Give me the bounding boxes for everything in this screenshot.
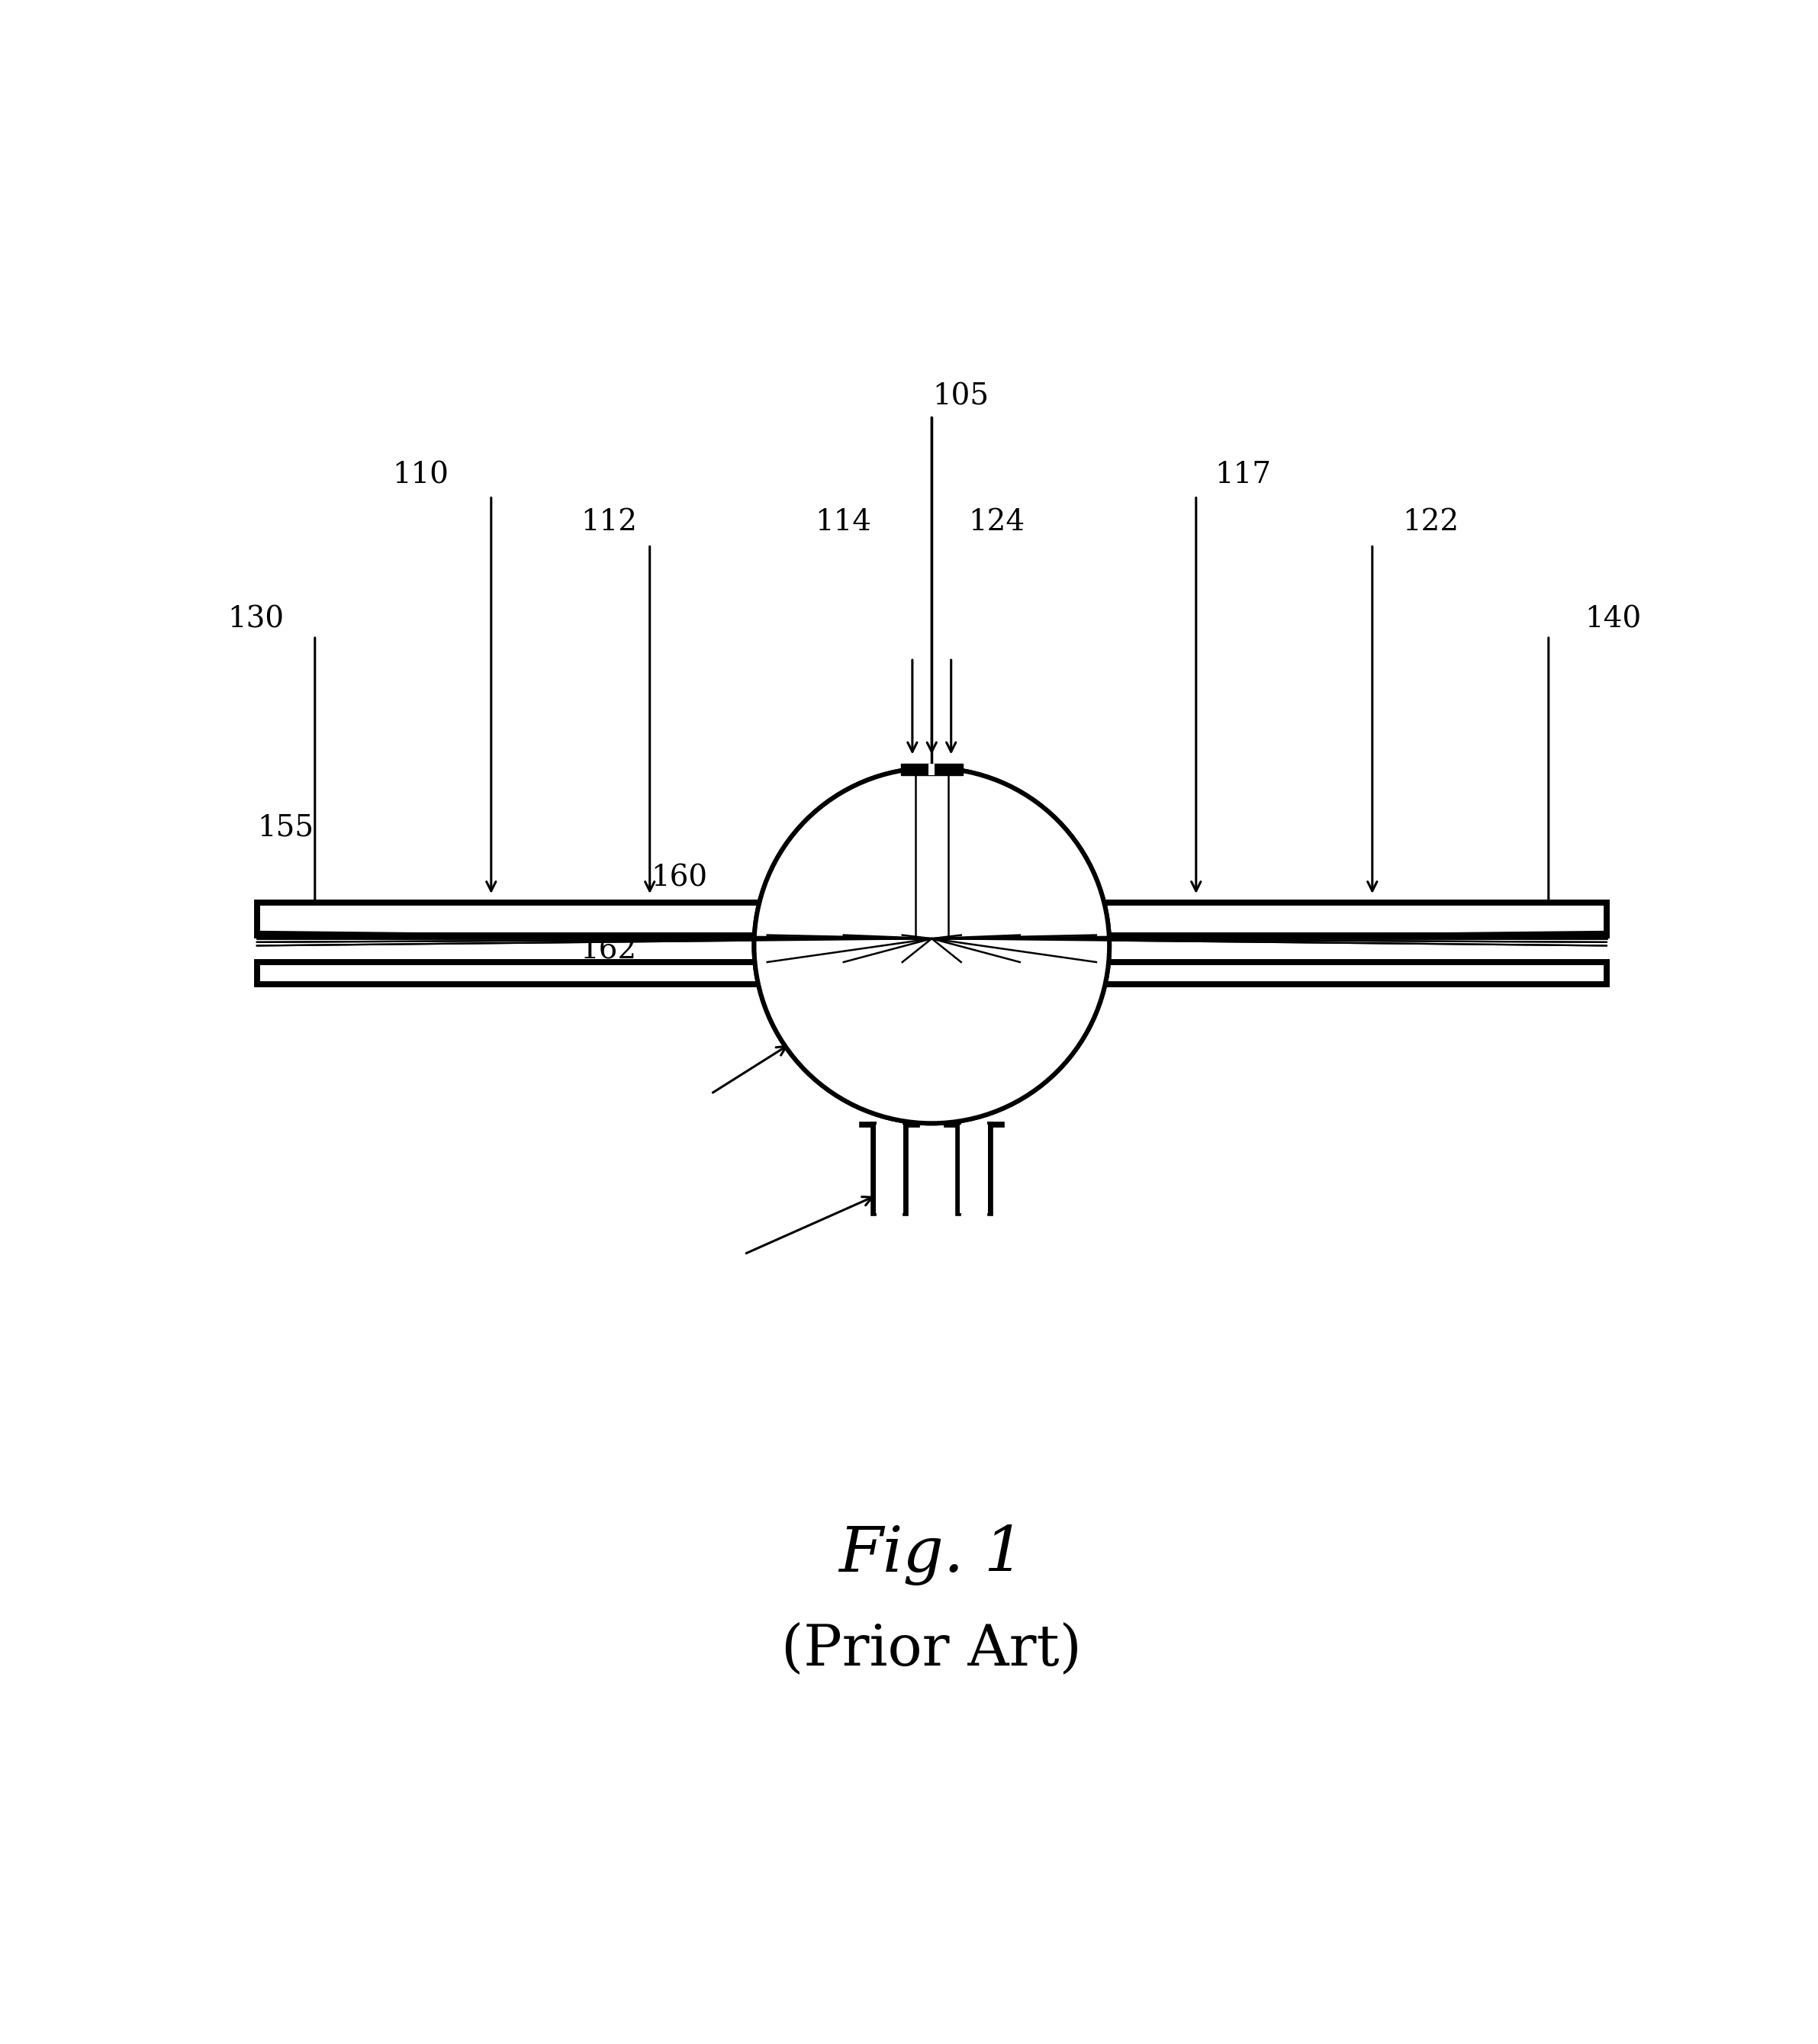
Text: 162: 162 bbox=[580, 936, 636, 965]
Text: 110: 110 bbox=[393, 462, 449, 489]
Bar bbox=[902, 764, 962, 775]
Text: (Prior Art): (Prior Art) bbox=[782, 1621, 1082, 1676]
Text: Fig. 1: Fig. 1 bbox=[838, 1525, 1025, 1586]
Text: 155: 155 bbox=[258, 814, 315, 842]
Text: 112: 112 bbox=[580, 509, 636, 536]
Bar bbox=[929, 764, 934, 775]
Text: 160: 160 bbox=[651, 865, 707, 891]
Bar bbox=[256, 903, 1607, 934]
Text: 114: 114 bbox=[814, 509, 873, 536]
Bar bbox=[256, 963, 1607, 985]
Text: 130: 130 bbox=[227, 605, 284, 634]
Circle shape bbox=[756, 771, 1107, 1120]
Bar bbox=[960, 1124, 987, 1214]
Circle shape bbox=[762, 775, 1102, 1116]
Bar bbox=[256, 963, 1607, 985]
Bar bbox=[876, 1124, 904, 1214]
Text: 180: 180 bbox=[922, 1055, 978, 1083]
Text: 117: 117 bbox=[1214, 462, 1271, 489]
Text: 122: 122 bbox=[1403, 509, 1460, 536]
Text: 124: 124 bbox=[967, 509, 1025, 536]
Text: 140: 140 bbox=[1585, 605, 1642, 634]
Bar bbox=[256, 903, 1607, 934]
Text: 105: 105 bbox=[933, 382, 989, 411]
